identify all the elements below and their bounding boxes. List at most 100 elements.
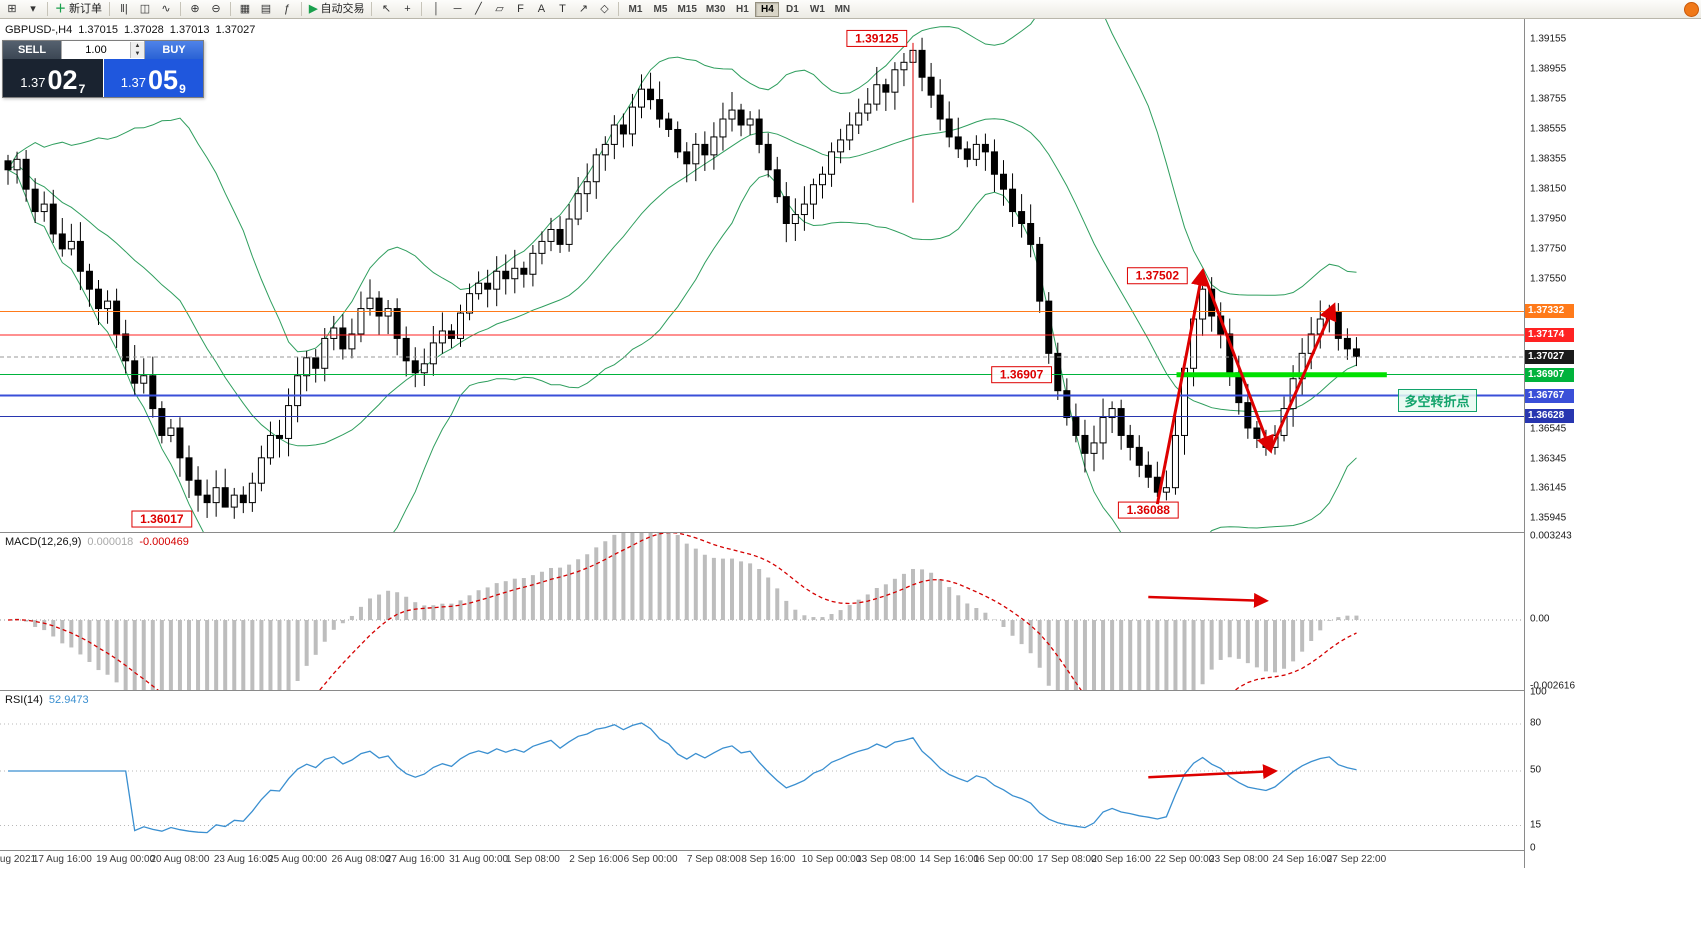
horizontal-line-icon[interactable]: ─: [447, 1, 467, 17]
crosshair-icon[interactable]: +: [397, 1, 417, 17]
rsi-panel[interactable]: RSI(14) 52.9473: [0, 690, 1524, 851]
trendline-icon[interactable]: ╱: [468, 1, 488, 17]
indicators-icon[interactable]: ƒ: [277, 1, 297, 17]
cursor-icon[interactable]: ↖: [376, 1, 396, 17]
rsi-trend-arrow[interactable]: [1148, 764, 1278, 780]
time-label: 17 Sep 08:00: [1037, 854, 1097, 865]
tile-windows-icon[interactable]: ▦: [235, 1, 255, 17]
macd-tick: 0.003243: [1530, 530, 1572, 542]
timeframe-button-h1[interactable]: H1: [730, 2, 754, 17]
price-annotation-1.39125[interactable]: 1.39125: [846, 29, 908, 47]
svg-text:1.39125: 1.39125: [855, 31, 899, 45]
vertical-line-icon[interactable]: │: [426, 1, 446, 17]
line-chart-icon[interactable]: ∿: [156, 1, 176, 17]
candles: [4, 37, 1360, 519]
volume-down-button[interactable]: ▼: [131, 50, 144, 58]
text-icon[interactable]: A: [531, 1, 551, 17]
bollinger-bands: [7, 19, 1357, 532]
timeframe-button-m5[interactable]: M5: [648, 2, 672, 17]
zoom-in-icon[interactable]: ⊕: [185, 1, 205, 17]
new-order-label: 新订单: [69, 3, 102, 15]
toolbar-separator: [371, 2, 373, 16]
macd-tick: -0.002616: [1530, 680, 1576, 692]
rsi-tick: 50: [1530, 764, 1542, 776]
timeframe-button-d1[interactable]: D1: [780, 2, 804, 17]
new-order-button[interactable]: ＋新订单: [52, 1, 105, 17]
time-label: 16 Aug 2021: [0, 854, 37, 865]
toolbar-separator: [421, 2, 423, 16]
community-icon[interactable]: [1684, 1, 1699, 17]
toolbar-separator: [230, 2, 231, 16]
channel-icon[interactable]: ▱: [489, 1, 509, 17]
horizontal-level-lines[interactable]: [0, 310, 1524, 417]
trend-arrow-1[interactable]: [1155, 267, 1209, 505]
buy-button[interactable]: BUY: [145, 41, 203, 59]
toolbar: ⊞ ▾ ＋新订单 ‖| ◫ ∿ ⊕ ⊖ ▦ ▤ ƒ ▶ 自动交易 ↖ + │ ─ ╱ ▱ F A T ↗ ◇ M1 M5 M15 M3…: [0, 0, 1701, 19]
volume-value[interactable]: 1.00: [85, 44, 107, 56]
volume-spinner: ▲ ▼: [130, 42, 144, 58]
time-label: 19 Aug 00:00: [96, 854, 156, 865]
auto-trading-icon: ▶: [309, 3, 318, 15]
price-tag-1.36628: 1.36628: [1525, 409, 1574, 424]
text-label-icon[interactable]: T: [552, 1, 572, 17]
fibonacci-icon[interactable]: F: [510, 1, 530, 17]
candlestick-chart-icon[interactable]: ◫: [135, 1, 155, 17]
price-tick: 1.37550: [1530, 273, 1567, 285]
price-tick: 1.39155: [1530, 33, 1567, 45]
main-price-chart[interactable]: 1.39125 1.37502 1.36907 1.36017 1.36088: [0, 19, 1524, 532]
ohlc-readout: GBPUSD-,H4 1.37015 1.37028 1.37013 1.37027: [5, 24, 261, 36]
macd-panel[interactable]: MACD(12,26,9) 0.000018 -0.000469: [0, 532, 1524, 691]
timeframe-button-m30[interactable]: M30: [702, 2, 729, 17]
price-annotation-1.36907[interactable]: 1.36907: [991, 366, 1053, 384]
timeframe-button-m1[interactable]: M1: [623, 2, 647, 17]
sell-price-panel[interactable]: 1.37 02 7: [3, 59, 103, 97]
toolbar-separator: [180, 2, 181, 16]
auto-trading-button[interactable]: ▶ 自动交易: [306, 1, 367, 17]
rsi-plot[interactable]: [0, 691, 1524, 851]
time-label: 22 Sep 00:00: [1154, 854, 1215, 865]
macd-signal-value: -0.000469: [139, 536, 189, 548]
turning-point-label[interactable]: 多空转折点: [1397, 388, 1477, 412]
price-tag-1.37332: 1.37332: [1525, 304, 1574, 319]
macd-plot[interactable]: [0, 533, 1524, 691]
arrow-object-icon[interactable]: ↗: [573, 1, 593, 17]
trend-arrow-2[interactable]: [1201, 270, 1274, 454]
svg-text:1.36907: 1.36907: [1000, 368, 1044, 382]
price-annotation-1.36088[interactable]: 1.36088: [1117, 501, 1179, 519]
sell-button[interactable]: SELL: [3, 41, 61, 59]
macd-label: MACD(12,26,9) 0.000018 -0.000469: [5, 536, 189, 548]
timeframe-button-w1[interactable]: W1: [805, 2, 829, 17]
timeframe-button-m15[interactable]: M15: [673, 2, 700, 17]
macd-tick: 0.00: [1530, 613, 1550, 625]
price-axis[interactable]: 1.39155 1.38955 1.38755 1.38555 1.38355 1.381…: [1524, 19, 1701, 868]
price-tick: 1.35945: [1530, 512, 1567, 524]
price-annotation-1.37502[interactable]: 1.37502: [1126, 267, 1188, 285]
volume-field[interactable]: 1.00 ▲ ▼: [61, 41, 145, 59]
time-label: 10 Sep 00:00: [801, 854, 862, 865]
price-tick: 1.38955: [1530, 63, 1567, 75]
chart-window[interactable]: 1.39125 1.37502 1.36907 1.36017 1.36088 GBPU…: [0, 19, 1524, 532]
volume-up-button[interactable]: ▲: [131, 42, 144, 50]
shapes-icon[interactable]: ◇: [594, 1, 614, 17]
buy-price-prefix: 1.37: [120, 75, 147, 90]
price-tag-1.36907: 1.36907: [1525, 367, 1574, 382]
sell-price-prefix: 1.37: [20, 75, 46, 90]
time-label: 7 Sep 08:00: [686, 854, 741, 865]
new-chart-icon[interactable]: ⊞: [2, 1, 22, 17]
timeframe-button-mn[interactable]: MN: [830, 2, 854, 17]
bar-chart-icon[interactable]: ‖|: [114, 1, 134, 17]
macd-name: MACD(12,26,9): [5, 536, 82, 548]
trend-arrow-3[interactable]: [1269, 302, 1337, 451]
timeframe-button-h4[interactable]: H4: [755, 1, 780, 17]
price-annotation-1.36017[interactable]: 1.36017: [131, 510, 193, 528]
time-label: 20 Aug 08:00: [150, 854, 210, 865]
price-tick: 1.36345: [1530, 453, 1567, 465]
toolbar-separator: [47, 2, 48, 16]
buy-price-panel[interactable]: 1.37 05 9: [102, 59, 203, 97]
price-tick: 1.38150: [1530, 183, 1567, 195]
zoom-out-icon[interactable]: ⊖: [206, 1, 226, 17]
macd-trend-arrow[interactable]: [1148, 592, 1269, 608]
new-chart-dropdown-icon[interactable]: ▾: [23, 1, 43, 17]
profiles-icon[interactable]: ▤: [256, 1, 276, 17]
